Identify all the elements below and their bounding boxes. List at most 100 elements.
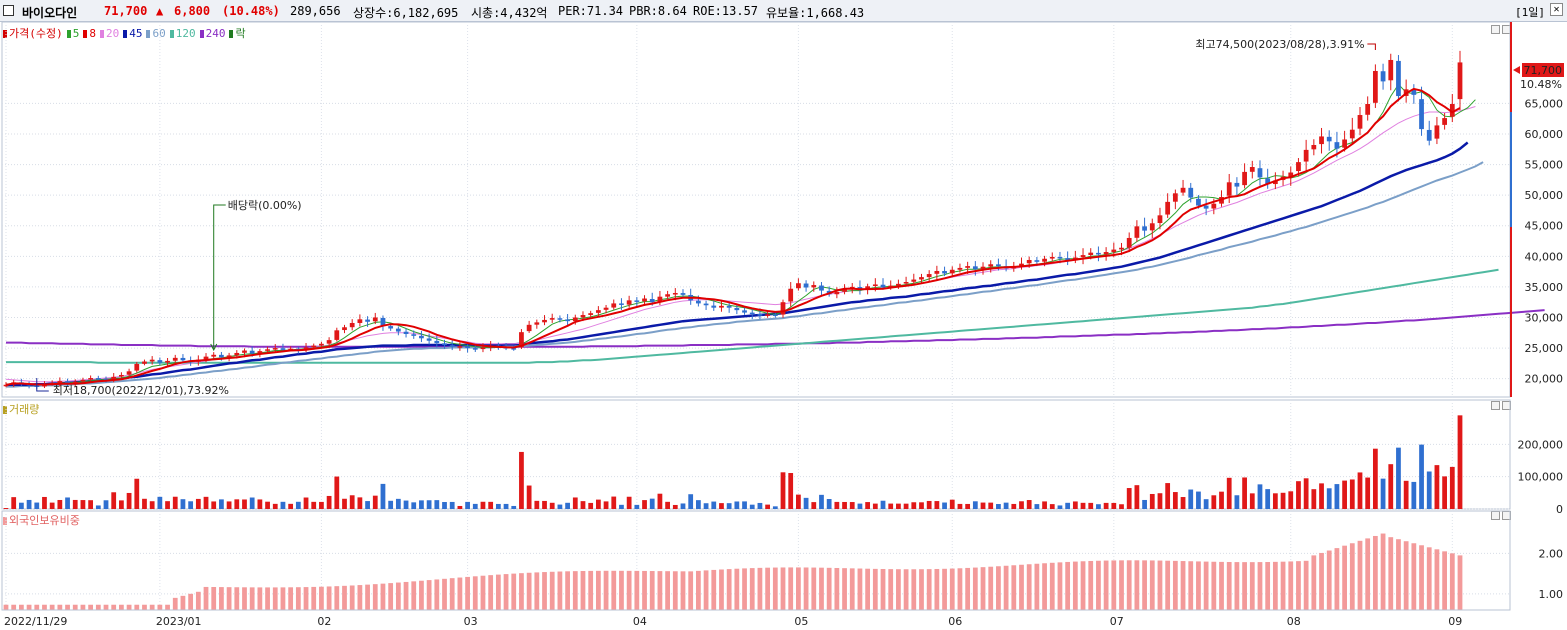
current-price: 71,700 [104, 4, 148, 18]
candle-body [1449, 104, 1455, 117]
foreign-ratio-bar [95, 604, 101, 610]
foreign-ratio-bar [903, 569, 909, 610]
foreign-ratio-bar [157, 604, 163, 610]
legend-item[interactable]: 60 [146, 27, 167, 40]
volume-bars [3, 415, 1463, 509]
volume-bar [495, 503, 501, 509]
volume-bar [1272, 493, 1278, 509]
foreign-ratio-bar [772, 567, 778, 610]
candle-body [972, 266, 978, 270]
foreign-ratio-bar [411, 581, 417, 610]
foreign-ratio-bar [265, 587, 270, 610]
volume-bar [480, 501, 486, 509]
candle-body [1334, 142, 1340, 149]
candle-body [326, 340, 332, 344]
legend-item[interactable]: 120 [169, 27, 198, 40]
candle-body [288, 348, 294, 351]
foreign-ratio-bar [195, 591, 201, 610]
foreign-ratio-bar [865, 568, 871, 610]
volume-bar [1080, 502, 1086, 509]
volume-bar [726, 503, 732, 509]
candle-body [126, 371, 132, 375]
volume-bar [342, 498, 347, 509]
foreign-ratio-bar [149, 604, 155, 610]
candle-body [1065, 258, 1071, 261]
candle-body [965, 266, 971, 268]
foreign-ratio-bar [1319, 552, 1324, 610]
volume-bar [265, 501, 270, 509]
foreign-ratio-bar [557, 571, 563, 610]
candle-body [1188, 187, 1194, 198]
volume-bar [1296, 481, 1301, 509]
candle-body [1442, 118, 1447, 125]
period-selector[interactable]: [1일] [1515, 6, 1545, 19]
candle-body [457, 346, 463, 348]
foreign-ratio-bar [319, 586, 324, 610]
x-tick-label: 02 [317, 615, 331, 628]
volume-bar [1180, 497, 1186, 509]
close-icon[interactable]: ✕ [1550, 3, 1563, 16]
price-tick-label: 55,000 [1525, 159, 1564, 172]
foreign-ratio-bar [580, 571, 586, 610]
legend-item[interactable]: 20 [99, 27, 121, 40]
volume-bar [1419, 444, 1424, 509]
volume-bar [126, 492, 132, 509]
legend-item[interactable]: 5 [66, 27, 82, 40]
price-panel-minimize-button[interactable] [1491, 25, 1500, 34]
volume-bar [626, 496, 632, 509]
volume-bar [1065, 502, 1071, 509]
volume-bar [142, 498, 147, 509]
candle-body [1211, 203, 1217, 209]
foreign-ratio-bar [996, 566, 1001, 610]
foreign-ratio-bar [119, 604, 124, 610]
ma8-line [5, 87, 1461, 386]
legend-item[interactable]: 가격(수정) [3, 27, 65, 40]
foreign-ratio-bar [1449, 553, 1455, 610]
legend-item[interactable]: 8 [83, 27, 98, 40]
select-checkbox[interactable] [3, 5, 14, 16]
stock-chart[interactable]: 65,000 60,000 55,000 50,000 45,000 40,000 35,0… [0, 22, 1567, 630]
foreign-ratio-bar [819, 567, 824, 610]
foreign-ratio-bar [603, 570, 609, 610]
volume-bar [888, 503, 894, 509]
foreign-ratio-bar [426, 580, 432, 610]
volume-bar [34, 502, 40, 509]
volume-bar [1211, 495, 1217, 509]
foreign-ratio-bar [219, 587, 224, 610]
volume-bar [1188, 489, 1194, 509]
legend-item[interactable]: 240 [199, 27, 228, 40]
volume-legend-swatch [3, 406, 7, 414]
legend-swatch [3, 30, 7, 38]
foreign-ratio-bar [1411, 543, 1417, 610]
foreign-ratio-bar [665, 571, 670, 610]
foreign-ratio-bar [365, 584, 370, 610]
candle-body [95, 378, 101, 380]
x-tick-label: 2023/01 [156, 615, 202, 628]
foreign-ratio-bar [1072, 561, 1078, 610]
volume-bar [249, 497, 255, 509]
foreign-ratio-bar [211, 587, 217, 610]
x-tick-label: 06 [948, 615, 962, 628]
legend-item[interactable]: 45 [123, 27, 144, 40]
volume-legend: 거래량 [3, 401, 41, 417]
candle-body [642, 298, 647, 302]
last-price-pointer [1513, 66, 1520, 74]
volume-panel-minimize-button[interactable] [1491, 401, 1500, 410]
volume-bar [319, 501, 324, 509]
candle-body [580, 315, 586, 318]
legend-item[interactable]: 락 [229, 27, 247, 40]
candle-body [1265, 178, 1271, 185]
volume-bar [780, 472, 786, 509]
volume-bar [303, 497, 309, 509]
x-tick-label: 04 [633, 615, 647, 628]
foreign-ratio-bar [1126, 560, 1132, 610]
foreign-ratio-bar [588, 570, 594, 610]
foreign-ratio-bar [495, 574, 501, 610]
candle-body [403, 331, 409, 334]
price-tick-label: 50,000 [1525, 189, 1564, 202]
volume-bar [811, 502, 817, 509]
legend-swatch [99, 30, 104, 38]
volume-bar [42, 496, 47, 509]
volume-bar [1196, 491, 1201, 509]
candle-body [219, 354, 224, 358]
